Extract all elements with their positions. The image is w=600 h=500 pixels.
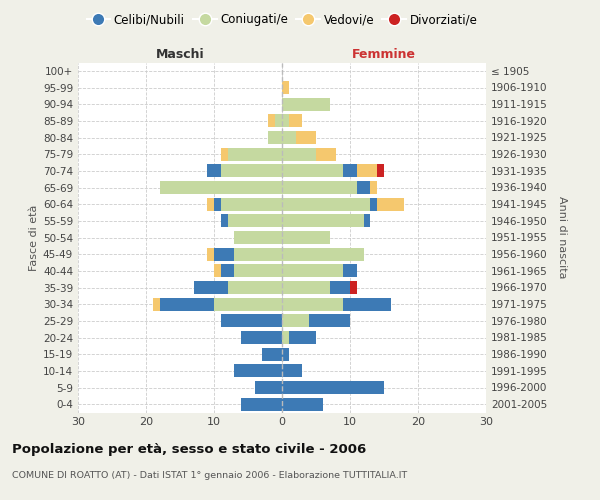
Bar bbox=[282, 98, 329, 110]
Bar bbox=[268, 114, 275, 128]
Bar bbox=[343, 298, 391, 310]
Bar bbox=[282, 381, 384, 394]
Bar bbox=[207, 248, 214, 260]
Y-axis label: Fasce di età: Fasce di età bbox=[29, 204, 39, 270]
Bar bbox=[282, 114, 289, 128]
Bar bbox=[221, 198, 282, 210]
Bar bbox=[221, 214, 227, 228]
Bar bbox=[377, 164, 384, 177]
Bar bbox=[221, 264, 235, 278]
Bar bbox=[221, 148, 227, 160]
Bar bbox=[227, 214, 282, 228]
Text: COMUNE DI ROATTO (AT) - Dati ISTAT 1° gennaio 2006 - Elaborazione TUTTITALIA.IT: COMUNE DI ROATTO (AT) - Dati ISTAT 1° ge… bbox=[12, 471, 407, 480]
Bar bbox=[316, 148, 337, 160]
Bar bbox=[194, 281, 227, 294]
Bar bbox=[282, 181, 357, 194]
Bar bbox=[370, 181, 377, 194]
Bar bbox=[343, 164, 357, 177]
Bar bbox=[350, 281, 357, 294]
Bar bbox=[153, 298, 160, 310]
Bar bbox=[160, 298, 214, 310]
Bar bbox=[289, 331, 316, 344]
Bar bbox=[282, 314, 309, 328]
Bar bbox=[275, 114, 282, 128]
Bar bbox=[282, 248, 364, 260]
Bar bbox=[357, 164, 377, 177]
Bar bbox=[262, 348, 282, 360]
Bar bbox=[282, 198, 370, 210]
Text: Maschi: Maschi bbox=[155, 48, 205, 61]
Bar bbox=[227, 148, 282, 160]
Bar bbox=[282, 231, 329, 244]
Bar bbox=[214, 248, 235, 260]
Bar bbox=[241, 331, 282, 344]
Text: Femmine: Femmine bbox=[352, 48, 416, 61]
Bar bbox=[241, 398, 282, 410]
Bar bbox=[282, 148, 316, 160]
Bar bbox=[235, 231, 282, 244]
Bar bbox=[282, 331, 289, 344]
Bar bbox=[282, 131, 296, 144]
Y-axis label: Anni di nascita: Anni di nascita bbox=[557, 196, 567, 278]
Bar bbox=[282, 348, 289, 360]
Bar bbox=[221, 164, 282, 177]
Bar bbox=[255, 381, 282, 394]
Bar bbox=[268, 131, 282, 144]
Bar bbox=[235, 364, 282, 378]
Bar bbox=[282, 364, 302, 378]
Bar bbox=[282, 298, 343, 310]
Bar bbox=[282, 81, 289, 94]
Text: Popolazione per età, sesso e stato civile - 2006: Popolazione per età, sesso e stato civil… bbox=[12, 442, 366, 456]
Bar bbox=[343, 264, 357, 278]
Bar bbox=[207, 198, 214, 210]
Bar bbox=[214, 198, 221, 210]
Bar bbox=[329, 281, 350, 294]
Bar bbox=[289, 114, 302, 128]
Bar bbox=[207, 164, 221, 177]
Bar bbox=[282, 398, 323, 410]
Bar bbox=[282, 164, 343, 177]
Bar bbox=[221, 314, 282, 328]
Bar bbox=[235, 264, 282, 278]
Bar bbox=[227, 281, 282, 294]
Bar bbox=[364, 214, 370, 228]
Bar bbox=[296, 131, 316, 144]
Bar bbox=[377, 198, 404, 210]
Bar bbox=[235, 248, 282, 260]
Bar bbox=[282, 264, 343, 278]
Bar bbox=[370, 198, 377, 210]
Bar bbox=[282, 214, 364, 228]
Bar bbox=[282, 281, 329, 294]
Bar bbox=[214, 264, 221, 278]
Legend: Celibi/Nubili, Coniugati/e, Vedovi/e, Divorziati/e: Celibi/Nubili, Coniugati/e, Vedovi/e, Di… bbox=[82, 8, 482, 31]
Bar bbox=[309, 314, 350, 328]
Bar bbox=[214, 298, 282, 310]
Bar bbox=[357, 181, 370, 194]
Bar bbox=[160, 181, 282, 194]
